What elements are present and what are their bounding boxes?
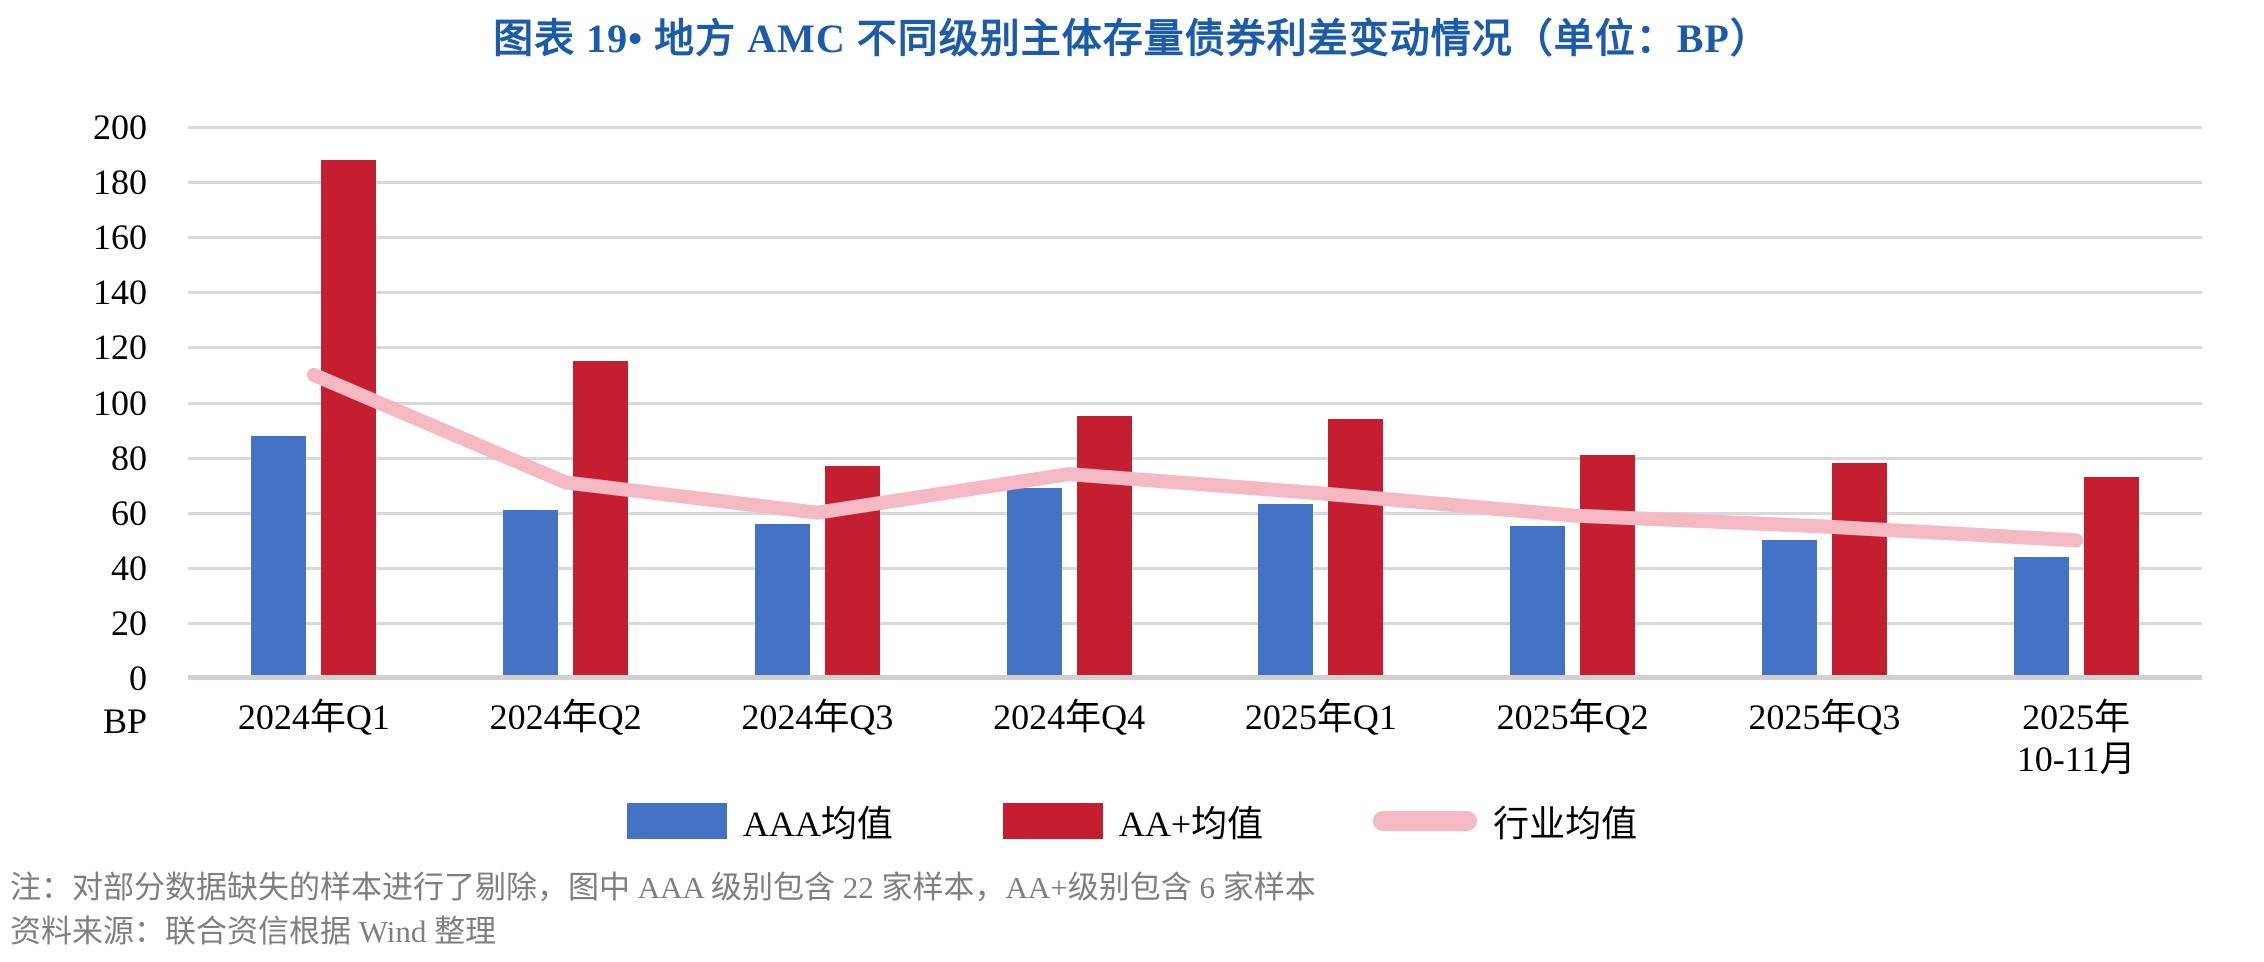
gridline (188, 181, 2202, 185)
legend-label: AA+均值 (1118, 804, 1264, 844)
aaa-mean-bar (503, 509, 559, 678)
x-axis-category-label: 2024年Q1 (237, 697, 390, 737)
footnote-source: 资料来源：联合资信根据 Wind 整理 (10, 914, 497, 949)
bar-group (1699, 127, 1951, 678)
aaa-mean-bar (1006, 487, 1062, 678)
x-axis-category-label: 2025年 10-11月 (2016, 697, 2136, 780)
legend-line-swatch (1373, 811, 1478, 831)
industry-average-line (306, 367, 2084, 548)
gridline (188, 126, 2202, 129)
y-axis-tick-label: 180 (93, 162, 147, 203)
chart-title: 图表 19• 地方 AMC 不同级别主体存量债券利差变动情况（单位：BP） (493, 16, 1771, 61)
y-axis-tick-label: 200 (93, 107, 147, 147)
bar-group (1195, 127, 1447, 678)
y-axis-tick-label: 160 (93, 217, 147, 258)
x-axis-category-label: 2024年Q3 (741, 697, 894, 737)
aaa-mean-bar (1761, 540, 1817, 678)
aa-plus-mean-bar (573, 361, 629, 678)
legend-label: AAA均值 (742, 804, 893, 844)
x-axis-category-label: 2025年Q2 (1496, 697, 1649, 737)
legend-bar-swatch (1002, 803, 1103, 839)
x-axis-category-label: 2025年Q3 (1748, 697, 1901, 737)
aa-plus-mean-bar (1328, 419, 1384, 678)
y-axis-tick-label: 40 (111, 547, 147, 588)
industry-average-line-layer (306, 367, 2084, 548)
x-axis-category-label: 2024年Q2 (489, 697, 642, 737)
y-axis-tick-label: 120 (93, 327, 147, 368)
legend-item: AA+均值 (1002, 795, 1264, 847)
aa-plus-mean-bar (321, 160, 377, 678)
legend-bar-swatch (626, 803, 727, 839)
aaa-mean-bar (2013, 556, 2069, 678)
x-axis-baseline (188, 675, 2202, 680)
bar-group (943, 127, 1195, 678)
gridline (188, 456, 2202, 460)
plot-area (188, 126, 2202, 680)
y-axis-tick-label: 20 (111, 602, 147, 643)
legend-item: 行业均值 (1373, 795, 1637, 847)
aaa-mean-bar (251, 435, 307, 678)
gridline (188, 291, 2202, 295)
y-axis-tick-label: 80 (111, 437, 147, 478)
y-axis-tick-label: 0 (129, 658, 147, 698)
gridline (188, 566, 2202, 570)
aaa-mean-bar (1258, 504, 1314, 678)
bar-group (1950, 127, 2202, 678)
aaa-mean-bar (754, 523, 810, 678)
footnote-note: 注：对部分数据缺失的样本进行了剔除，图中 AAA 级别包含 22 家样本，AA+… (10, 870, 1316, 905)
y-axis-tick-label: 60 (111, 492, 147, 533)
gridline (188, 401, 2202, 405)
y-axis-tick-label: 100 (93, 382, 147, 423)
aaa-mean-bar (1510, 526, 1566, 678)
legend-label: 行业均值 (1493, 804, 1638, 844)
aa-plus-mean-bar (1580, 454, 1636, 678)
bar-group (1447, 127, 1699, 678)
x-axis-category-label: 2025年Q1 (1244, 697, 1397, 737)
x-axis-category-label: 2024年Q4 (993, 697, 1146, 737)
aa-plus-mean-bar (2083, 476, 2139, 678)
x-axis-labels: 2024年Q1 2024年Q2 2024年Q3 2024年Q4 2025年Q1 2025年… (188, 696, 2202, 781)
gridline (188, 511, 2202, 515)
gridline (188, 346, 2202, 350)
bar-group (188, 127, 440, 678)
legend: AAA均值 AA+均值 行业均值 (0, 795, 2264, 847)
bar-group (440, 127, 692, 678)
aa-plus-mean-bar (1076, 416, 1132, 678)
gridline (188, 236, 2202, 240)
y-axis-tick-label: 140 (93, 272, 147, 313)
gridline (188, 621, 2202, 625)
aa-plus-mean-bar (1831, 463, 1887, 678)
y-axis-unit-label: BP (102, 701, 147, 741)
legend-item: AAA均值 (626, 795, 893, 847)
bars-layer (188, 127, 2202, 678)
